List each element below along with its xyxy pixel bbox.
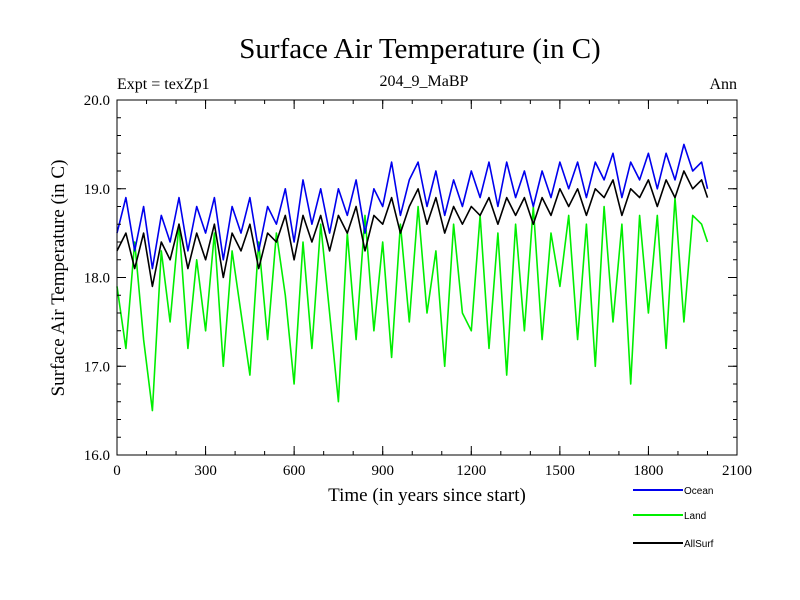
y-axis-label: Surface Air Temperature (in C) <box>48 160 69 397</box>
x-tick-label: 1800 <box>633 463 663 479</box>
period-label: 204_9_MaBP <box>380 73 469 90</box>
x-tick-label: 600 <box>283 463 306 479</box>
x-axis-label: Time (in years since start) <box>328 485 526 506</box>
legend-label-land: Land <box>684 511 706 522</box>
y-tick-label: 18.0 <box>84 271 110 287</box>
expt-label: Expt = texZp1 <box>117 76 210 93</box>
legend-label-ocean: Ocean <box>684 486 713 497</box>
legend-label-allsurf: AllSurf <box>684 539 714 550</box>
axes-layer: 0 300 600 900 1200 1500 1800 2100 16.0 17.0 18.0 19… <box>84 93 752 479</box>
y-tick-label: 20.0 <box>84 93 110 109</box>
series-line-land <box>116 196 709 412</box>
y-tick-label: 19.0 <box>84 182 110 198</box>
x-tick-label: 300 <box>194 463 217 479</box>
x-tick-label: 900 <box>371 463 394 479</box>
x-tick-label: 1200 <box>456 463 486 479</box>
season-label: Ann <box>709 76 737 93</box>
x-tick-label: 0 <box>113 463 121 479</box>
plot-frame <box>116 99 738 456</box>
chart-title: Surface Air Temperature (in C) <box>239 33 600 65</box>
series-line-allsurf <box>116 170 709 288</box>
legend: Ocean Land AllSurf <box>633 486 714 550</box>
series-layer <box>116 143 709 412</box>
x-tick-label: 2100 <box>722 463 752 479</box>
y-tick-label: 16.0 <box>84 448 110 464</box>
y-tick-label: 17.0 <box>84 359 110 375</box>
series-line-ocean <box>116 143 709 270</box>
x-tick-label: 1500 <box>545 463 575 479</box>
